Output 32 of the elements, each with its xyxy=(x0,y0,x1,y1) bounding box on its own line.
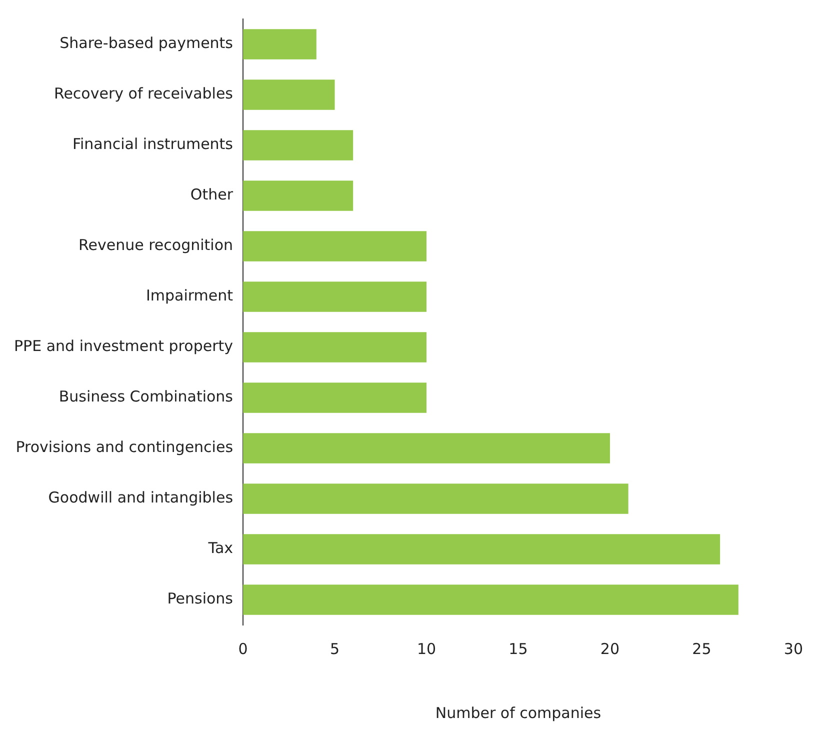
bar xyxy=(243,80,335,110)
x-tick-label: 30 xyxy=(784,640,804,658)
y-tick-label: Recovery of receivables xyxy=(54,84,234,103)
y-tick-label: Financial instruments xyxy=(72,135,234,154)
bar xyxy=(243,433,610,464)
x-tick-label: 25 xyxy=(692,640,712,658)
y-tick-label: Business Combinations xyxy=(58,388,234,406)
bar xyxy=(243,332,426,362)
y-tick-label: Pensions xyxy=(167,590,234,608)
y-tick-label: Share-based payments xyxy=(60,34,234,52)
bar xyxy=(243,484,628,514)
y-tick-label: Revenue recognition xyxy=(78,236,234,254)
x-tick-label: 10 xyxy=(416,640,436,658)
bar xyxy=(243,231,426,262)
y-tick-label: Tax xyxy=(207,539,234,558)
bar xyxy=(243,130,354,160)
x-tick-label: 5 xyxy=(330,640,340,658)
bar xyxy=(243,282,426,312)
x-tick-label: 0 xyxy=(238,640,248,658)
y-tick-label: Other xyxy=(190,186,234,204)
bar xyxy=(243,584,738,615)
y-tick-label: PPE and investment property xyxy=(14,337,234,356)
y-tick-label: Goodwill and intangibles xyxy=(48,488,234,507)
x-axis-title: Number of companies xyxy=(435,704,602,722)
x-tick-label: 15 xyxy=(508,640,528,658)
bar xyxy=(243,534,720,564)
x-tick-label: 20 xyxy=(600,640,620,658)
bar xyxy=(243,382,426,413)
y-tick-label: Impairment xyxy=(146,286,234,305)
bar xyxy=(243,180,354,211)
bar xyxy=(243,29,316,60)
y-tick-label: Provisions and contingencies xyxy=(16,438,234,456)
